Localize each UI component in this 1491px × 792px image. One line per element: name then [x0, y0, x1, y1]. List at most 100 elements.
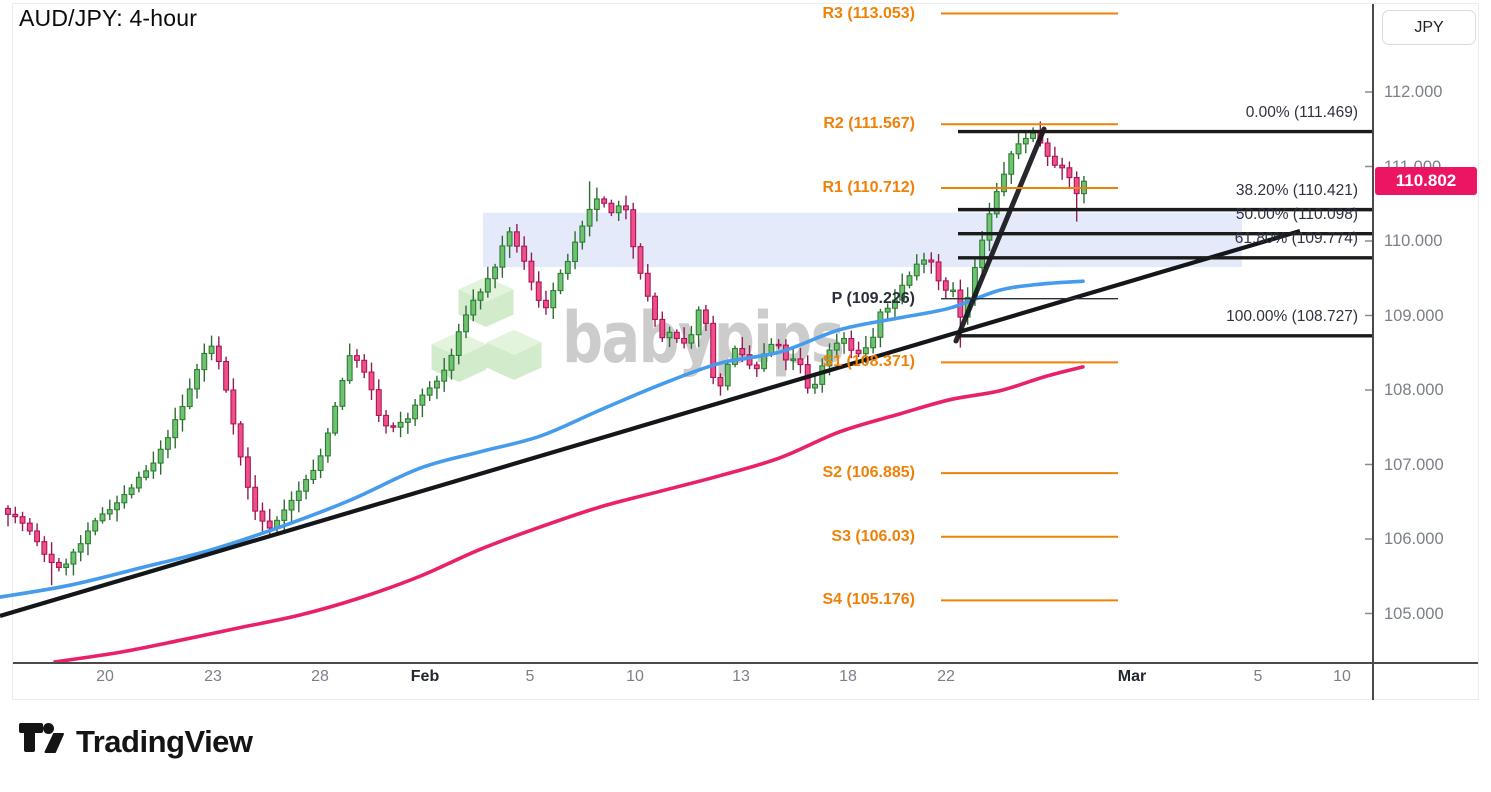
- candle: [550, 282, 557, 319]
- price-axis-label: 105.000: [1384, 604, 1444, 623]
- candle: [252, 475, 259, 521]
- candle: [492, 263, 499, 289]
- candle: [230, 378, 237, 435]
- candle: [535, 271, 542, 308]
- candle: [121, 485, 128, 509]
- candle: [295, 481, 302, 513]
- candle: [557, 269, 564, 295]
- time-axis-label: 10: [1333, 668, 1351, 685]
- candle: [637, 243, 644, 280]
- fib-label-61.80%: 61.80% (109.774): [1234, 229, 1358, 247]
- candle: [288, 491, 295, 523]
- candle: [48, 542, 55, 586]
- candle: [19, 511, 26, 532]
- candle: [593, 187, 600, 222]
- candle: [688, 325, 695, 349]
- candle: [543, 290, 549, 315]
- ma-slow-line: [53, 365, 1085, 662]
- candle: [208, 335, 215, 361]
- candle: [797, 347, 804, 374]
- candle: [950, 282, 957, 298]
- candle: [506, 227, 513, 259]
- babypips-watermark: babypips: [431, 277, 845, 382]
- pivot-label-r3: R3 (113.053): [822, 4, 915, 22]
- fib-label-38.20%: 38.20% (110.421): [1235, 181, 1358, 199]
- candle: [652, 292, 658, 327]
- candle: [383, 409, 389, 434]
- symbol-title: AUD/JPY: 4-hour: [19, 5, 198, 31]
- price-axis-label: 108.000: [1384, 381, 1444, 399]
- currency-button[interactable]: JPY: [1382, 10, 1476, 45]
- candle: [346, 343, 353, 384]
- candle: [702, 304, 709, 331]
- candle: [666, 326, 673, 348]
- candle: [368, 362, 375, 401]
- tradingview-logo-icon: [19, 723, 64, 753]
- candle: [244, 447, 251, 500]
- candle: [601, 196, 608, 208]
- candle: [775, 339, 782, 350]
- candle: [135, 471, 142, 493]
- candle: [1059, 157, 1066, 180]
- candle: [128, 483, 135, 499]
- candle: [186, 378, 193, 410]
- candle: [710, 315, 717, 385]
- candle: [215, 336, 222, 370]
- candle: [354, 349, 360, 368]
- candle: [644, 264, 651, 302]
- pivot-label-p: P (109.226): [831, 289, 915, 307]
- candle: [303, 474, 310, 500]
- time-axis-label: 20: [96, 668, 114, 685]
- candle: [106, 499, 113, 521]
- candle: [361, 354, 368, 379]
- candle: [259, 502, 266, 532]
- candle: [1008, 150, 1015, 185]
- candle: [1066, 161, 1073, 188]
- candlesticks: [5, 121, 1087, 586]
- rising-trendline[interactable]: [0, 228, 1301, 619]
- tradingview-logo-text: TradingView: [76, 724, 253, 759]
- pivot-label-s2: S2 (106.885): [822, 464, 915, 482]
- candle: [114, 495, 121, 522]
- candle: [85, 522, 91, 556]
- candle: [906, 271, 913, 289]
- price-axis-label: 110.000: [1384, 232, 1443, 250]
- candle: [150, 451, 157, 479]
- candle: [70, 548, 77, 576]
- candle: [375, 379, 382, 423]
- candle: [419, 388, 426, 418]
- candle: [12, 506, 19, 524]
- time-axis-label: 5: [1253, 668, 1263, 685]
- candle: [26, 518, 33, 536]
- time-axis-label: Feb: [410, 668, 440, 685]
- time-axis-label: 22: [937, 668, 955, 685]
- pivot-label-s3: S3 (106.03): [831, 527, 915, 545]
- candle: [1073, 171, 1080, 222]
- candle: [390, 422, 397, 433]
- candle: [143, 465, 150, 481]
- candle: [448, 348, 455, 380]
- candle: [441, 358, 448, 392]
- candle: [194, 363, 200, 399]
- price-axis-label: 112.000: [1384, 83, 1443, 101]
- candle: [673, 329, 680, 343]
- candle: [732, 345, 738, 368]
- candle: [332, 402, 339, 436]
- candle: [92, 517, 99, 536]
- candle: [899, 273, 906, 305]
- price-axis-label: 106.000: [1384, 530, 1444, 548]
- candle: [41, 536, 48, 563]
- candle: [201, 343, 208, 382]
- candle: [942, 277, 949, 299]
- candle: [397, 411, 404, 438]
- price-axis-label: 107.000: [1384, 455, 1444, 474]
- pivot-label-r2: R2 (111.567): [823, 115, 915, 133]
- candle: [579, 220, 586, 250]
- candle: [572, 231, 579, 270]
- candle: [790, 347, 797, 371]
- candle: [412, 399, 419, 426]
- price-chart-surface[interactable]: babypips: [0, 0, 1372, 662]
- candle: [164, 429, 171, 459]
- candle: [695, 306, 702, 347]
